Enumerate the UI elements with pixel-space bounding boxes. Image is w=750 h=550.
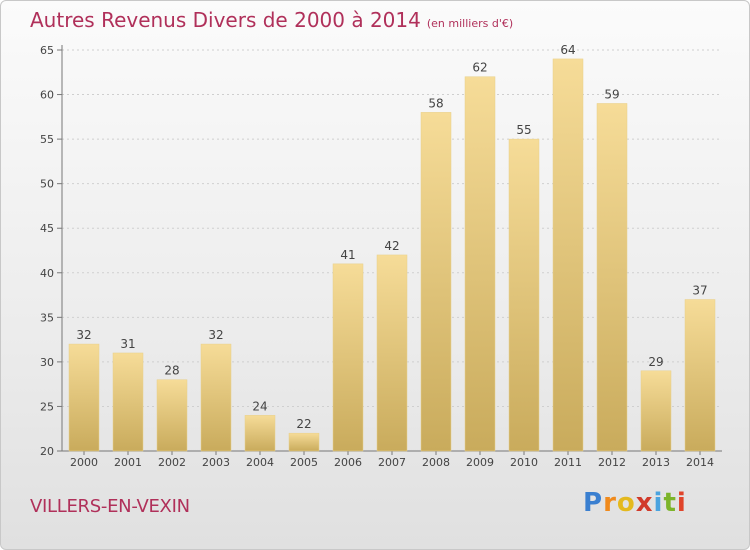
bar [112,352,144,452]
data-label: 22 [296,417,311,431]
data-label: 64 [560,43,575,57]
x-tick-label: 2003 [202,456,230,469]
data-label: 58 [428,96,443,110]
x-tick-label: 2009 [466,456,494,469]
x-tick-label: 2006 [334,456,362,469]
data-label: 32 [208,328,223,342]
bar [376,254,408,452]
x-tick-label: 2007 [378,456,406,469]
bar [552,58,584,452]
x-tick-label: 2005 [290,456,318,469]
bar [68,343,100,452]
chart-title-row: Autres Revenus Divers de 2000 à 2014 (en … [30,8,513,32]
logo-letter: i [676,488,687,518]
y-tick-label: 45 [40,222,54,235]
y-tick-label: 20 [40,445,54,458]
y-tick-label: 30 [40,356,54,369]
data-label: 37 [692,284,707,298]
x-tick-label: 2011 [554,456,582,469]
x-tick-label: 2014 [686,456,714,469]
y-tick-label: 25 [40,400,54,413]
x-tick-label: 2002 [158,456,186,469]
y-tick-label: 35 [40,311,54,324]
data-label: 29 [648,355,663,369]
logo-letter: i [653,488,664,518]
bar [508,138,540,452]
y-tick-label: 60 [40,89,54,102]
logo-letter: r [603,488,617,518]
x-tick-label: 2001 [114,456,142,469]
bar [244,415,276,452]
x-tick-label: 2012 [598,456,626,469]
chart-subtitle: (en milliers d'€) [426,17,514,30]
logo-letter: o [616,488,636,518]
data-label: 24 [252,399,267,413]
bars [68,58,716,452]
bar [332,263,364,452]
data-label: 55 [516,123,531,137]
bar [156,379,188,452]
bar [640,370,672,452]
y-tick-label: 65 [40,44,54,57]
bar [200,343,232,452]
x-tick-label: 2004 [246,456,274,469]
x-tick-label: 2010 [510,456,538,469]
bar [684,299,716,452]
y-tick-label: 55 [40,133,54,146]
x-tick-label: 2000 [70,456,98,469]
proxiti-logo[interactable]: Proxiti [583,488,687,518]
chart-title: Autres Revenus Divers de 2000 à 2014 [30,8,421,32]
data-label: 42 [384,239,399,253]
bar [420,112,452,452]
x-tick-label: 2008 [422,456,450,469]
data-label: 31 [120,337,135,351]
bar [464,76,496,452]
logo-letter: x [635,488,654,518]
data-label: 28 [164,364,179,378]
data-label: 41 [340,248,355,262]
data-label: 59 [604,87,619,101]
data-label: 62 [472,61,487,75]
bar [596,103,628,452]
x-tick-label: 2013 [642,456,670,469]
bar [288,432,320,452]
logo-letter: P [583,488,604,518]
town-name: VILLERS-EN-VEXIN [30,496,190,517]
logo-letter: t [663,488,677,518]
labels: 32 2000 31 2001 28 2002 32 2003 24 2004 22 2005 41 20… [70,43,714,469]
y-tick-label: 50 [40,178,54,191]
y-tick-label: 40 [40,267,54,280]
data-label: 32 [76,328,91,342]
